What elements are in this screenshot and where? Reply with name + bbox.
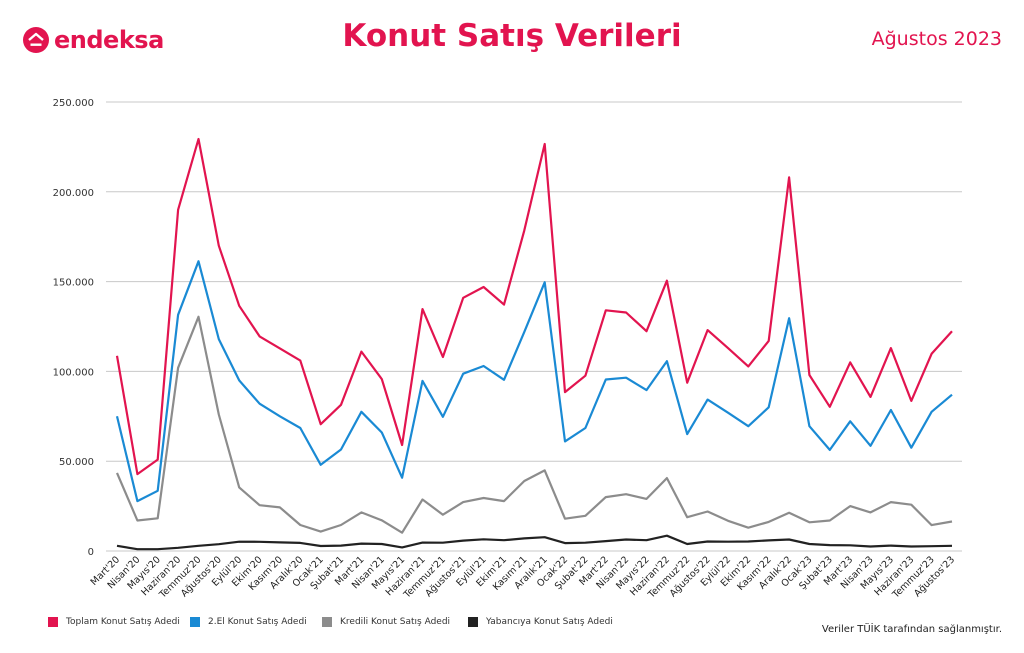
y-axis-ticks: 0 50.000 100.000 150.000 200.000 250.000 (53, 98, 94, 558)
legend-label: 2.El Konut Satış Adedi (208, 617, 307, 627)
series-line-2 (115, 315, 953, 534)
legend-item-toplam: Toplam Konut Satış Adedi (48, 617, 190, 627)
series-lines (115, 137, 953, 551)
logo: endeksa (22, 26, 164, 54)
series-line-3 (116, 534, 953, 551)
legend-item-ikinci-el: 2.El Konut Satış Adedi (190, 617, 322, 627)
legend-label: Toplam Konut Satış Adedi (66, 617, 180, 627)
legend-label: Yabancıya Konut Satış Adedi (486, 617, 613, 627)
legend: Toplam Konut Satış Adedi 2.El Konut Satı… (48, 617, 638, 627)
y-tick-label: 250.000 (53, 98, 94, 109)
y-tick-label: 0 (88, 547, 94, 558)
y-tick-label: 200.000 (53, 188, 94, 199)
y-tick-label: 50.000 (59, 457, 94, 468)
legend-swatch (322, 617, 332, 627)
y-tick-label: 100.000 (53, 367, 94, 378)
page-title: Konut Satış Verileri (342, 18, 682, 54)
legend-label: Kredili Konut Satış Adedi (340, 617, 451, 627)
series-line-0 (115, 137, 953, 476)
series-line-1 (115, 260, 953, 503)
legend-swatch (48, 617, 58, 627)
legend-item-kredili: Kredili Konut Satış Adedi (322, 617, 468, 627)
chart-grid (106, 101, 962, 552)
logo-text: endeksa (54, 26, 164, 54)
report-date: Ağustos 2023 (871, 28, 1002, 50)
x-axis-ticks: Mart'20Nisan'20Mayıs'20Haziran'20Temmuz'… (89, 554, 957, 601)
legend-swatch (468, 617, 478, 627)
y-tick-label: 150.000 (53, 278, 94, 289)
house-logo-icon (23, 27, 49, 53)
legend-swatch (190, 617, 200, 627)
source-note: Veriler TÜİK tarafından sağlanmıştır. (821, 624, 1002, 635)
legend-item-yabanci: Yabancıya Konut Satış Adedi (468, 617, 638, 627)
